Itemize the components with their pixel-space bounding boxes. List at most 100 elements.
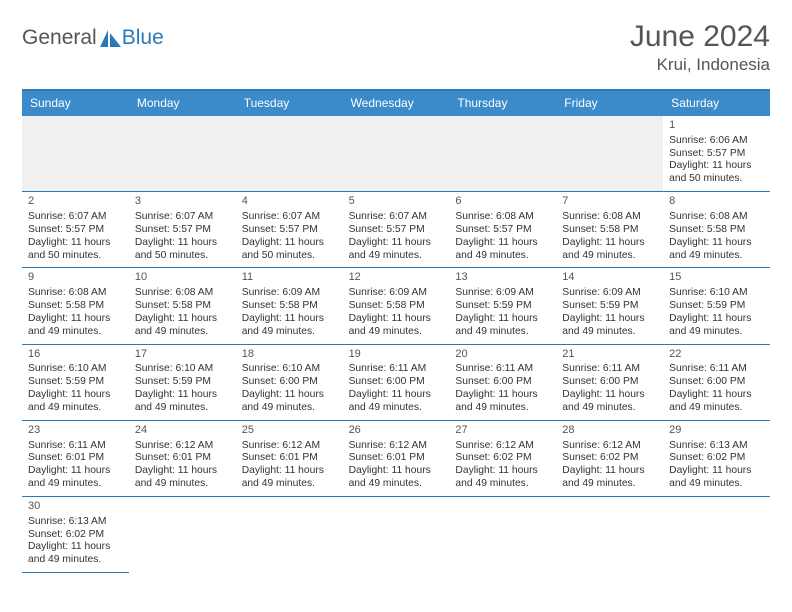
day-number: 5 [349, 195, 444, 209]
sunset-line: Sunset: 6:01 PM [349, 452, 444, 465]
day-cell: 25Sunrise: 6:12 AMSunset: 6:01 PMDayligh… [236, 421, 343, 497]
sunset-line: Sunset: 6:01 PM [135, 452, 230, 465]
empty-cell [449, 116, 556, 192]
empty-cell [556, 116, 663, 192]
sunrise-line: Sunrise: 6:08 AM [669, 211, 764, 224]
sunrise-line: Sunrise: 6:11 AM [349, 363, 444, 376]
sunrise-line: Sunrise: 6:09 AM [349, 287, 444, 300]
day-number: 22 [669, 348, 764, 362]
daylight-line: Daylight: 11 hours and 49 minutes. [349, 237, 444, 263]
day-number: 13 [455, 271, 550, 285]
sunrise-line: Sunrise: 6:12 AM [455, 440, 550, 453]
sunset-line: Sunset: 5:58 PM [349, 300, 444, 313]
day-number: 24 [135, 424, 230, 438]
trailing-cell [449, 497, 556, 573]
day-cell: 10Sunrise: 6:08 AMSunset: 5:58 PMDayligh… [129, 268, 236, 344]
daylight-line: Daylight: 11 hours and 49 minutes. [28, 389, 123, 415]
sunset-line: Sunset: 6:00 PM [349, 376, 444, 389]
daylight-line: Daylight: 11 hours and 49 minutes. [669, 313, 764, 339]
day-number: 25 [242, 424, 337, 438]
day-cell: 14Sunrise: 6:09 AMSunset: 5:59 PMDayligh… [556, 268, 663, 344]
sunset-line: Sunset: 5:57 PM [28, 224, 123, 237]
day-number: 19 [349, 348, 444, 362]
trailing-cell [343, 497, 450, 573]
day-number: 4 [242, 195, 337, 209]
sunset-line: Sunset: 5:59 PM [669, 300, 764, 313]
day-number: 16 [28, 348, 123, 362]
sunrise-line: Sunrise: 6:13 AM [28, 516, 123, 529]
sunset-line: Sunset: 5:58 PM [562, 224, 657, 237]
sunrise-line: Sunrise: 6:07 AM [242, 211, 337, 224]
daylight-line: Daylight: 11 hours and 49 minutes. [28, 465, 123, 491]
daylight-line: Daylight: 11 hours and 49 minutes. [562, 237, 657, 263]
sail-icon [100, 30, 122, 48]
daylight-line: Daylight: 11 hours and 49 minutes. [669, 465, 764, 491]
day-number: 6 [455, 195, 550, 209]
empty-cell [22, 116, 129, 192]
sunrise-line: Sunrise: 6:08 AM [455, 211, 550, 224]
sunrise-line: Sunrise: 6:12 AM [562, 440, 657, 453]
sunrise-line: Sunrise: 6:11 AM [455, 363, 550, 376]
sunset-line: Sunset: 6:00 PM [669, 376, 764, 389]
sunrise-line: Sunrise: 6:10 AM [242, 363, 337, 376]
sunset-line: Sunset: 5:58 PM [28, 300, 123, 313]
sunset-line: Sunset: 6:01 PM [242, 452, 337, 465]
daylight-line: Daylight: 11 hours and 49 minutes. [349, 313, 444, 339]
day-number: 27 [455, 424, 550, 438]
day-number: 15 [669, 271, 764, 285]
day-number: 11 [242, 271, 337, 285]
day-number: 10 [135, 271, 230, 285]
sunrise-line: Sunrise: 6:09 AM [562, 287, 657, 300]
empty-cell [236, 116, 343, 192]
sunset-line: Sunset: 5:57 PM [135, 224, 230, 237]
sunrise-line: Sunrise: 6:08 AM [28, 287, 123, 300]
day-number: 7 [562, 195, 657, 209]
day-number: 17 [135, 348, 230, 362]
day-header: Tuesday [236, 91, 343, 116]
sunset-line: Sunset: 5:57 PM [455, 224, 550, 237]
day-cell: 30Sunrise: 6:13 AMSunset: 6:02 PMDayligh… [22, 497, 129, 573]
sunset-line: Sunset: 5:59 PM [135, 376, 230, 389]
page-location: Krui, Indonesia [630, 55, 770, 75]
day-cell: 20Sunrise: 6:11 AMSunset: 6:00 PMDayligh… [449, 345, 556, 421]
daylight-line: Daylight: 11 hours and 49 minutes. [455, 237, 550, 263]
daylight-line: Daylight: 11 hours and 49 minutes. [242, 313, 337, 339]
daylight-line: Daylight: 11 hours and 49 minutes. [242, 465, 337, 491]
day-cell: 6 Sunrise: 6:08 AMSunset: 5:57 PMDaylight… [449, 192, 556, 268]
day-number: 23 [28, 424, 123, 438]
daylight-line: Daylight: 11 hours and 50 minutes. [242, 237, 337, 263]
daylight-line: Daylight: 11 hours and 49 minutes. [455, 389, 550, 415]
day-number: 20 [455, 348, 550, 362]
daylight-line: Daylight: 11 hours and 49 minutes. [669, 389, 764, 415]
sunrise-line: Sunrise: 6:11 AM [562, 363, 657, 376]
day-header: Thursday [449, 91, 556, 116]
day-cell: 29Sunrise: 6:13 AMSunset: 6:02 PMDayligh… [663, 421, 770, 497]
sunset-line: Sunset: 5:57 PM [349, 224, 444, 237]
day-cell: 15Sunrise: 6:10 AMSunset: 5:59 PMDayligh… [663, 268, 770, 344]
day-cell: 28Sunrise: 6:12 AMSunset: 6:02 PMDayligh… [556, 421, 663, 497]
trailing-cell [129, 497, 236, 573]
sunset-line: Sunset: 5:58 PM [242, 300, 337, 313]
sunset-line: Sunset: 6:00 PM [455, 376, 550, 389]
daylight-line: Daylight: 11 hours and 49 minutes. [349, 389, 444, 415]
sunset-line: Sunset: 5:57 PM [669, 148, 764, 161]
day-header: Sunday [22, 91, 129, 116]
day-number: 26 [349, 424, 444, 438]
day-cell: 26Sunrise: 6:12 AMSunset: 6:01 PMDayligh… [343, 421, 450, 497]
logo-text-blue: Blue [122, 26, 164, 50]
day-cell: 3Sunrise: 6:07 AMSunset: 5:57 PMDaylight… [129, 192, 236, 268]
sunset-line: Sunset: 5:59 PM [28, 376, 123, 389]
day-cell: 18Sunrise: 6:10 AMSunset: 6:00 PMDayligh… [236, 345, 343, 421]
sunrise-line: Sunrise: 6:07 AM [28, 211, 123, 224]
day-number: 1 [669, 119, 764, 133]
sunset-line: Sunset: 6:00 PM [242, 376, 337, 389]
day-cell: 1Sunrise: 6:06 AMSunset: 5:57 PMDaylight… [663, 116, 770, 192]
day-cell: 2Sunrise: 6:07 AMSunset: 5:57 PMDaylight… [22, 192, 129, 268]
sunrise-line: Sunrise: 6:08 AM [135, 287, 230, 300]
sunset-line: Sunset: 6:01 PM [28, 452, 123, 465]
daylight-line: Daylight: 11 hours and 49 minutes. [28, 313, 123, 339]
logo: General Blue [22, 20, 164, 50]
daylight-line: Daylight: 11 hours and 49 minutes. [135, 389, 230, 415]
daylight-line: Daylight: 11 hours and 49 minutes. [135, 465, 230, 491]
day-cell: 5Sunrise: 6:07 AMSunset: 5:57 PMDaylight… [343, 192, 450, 268]
